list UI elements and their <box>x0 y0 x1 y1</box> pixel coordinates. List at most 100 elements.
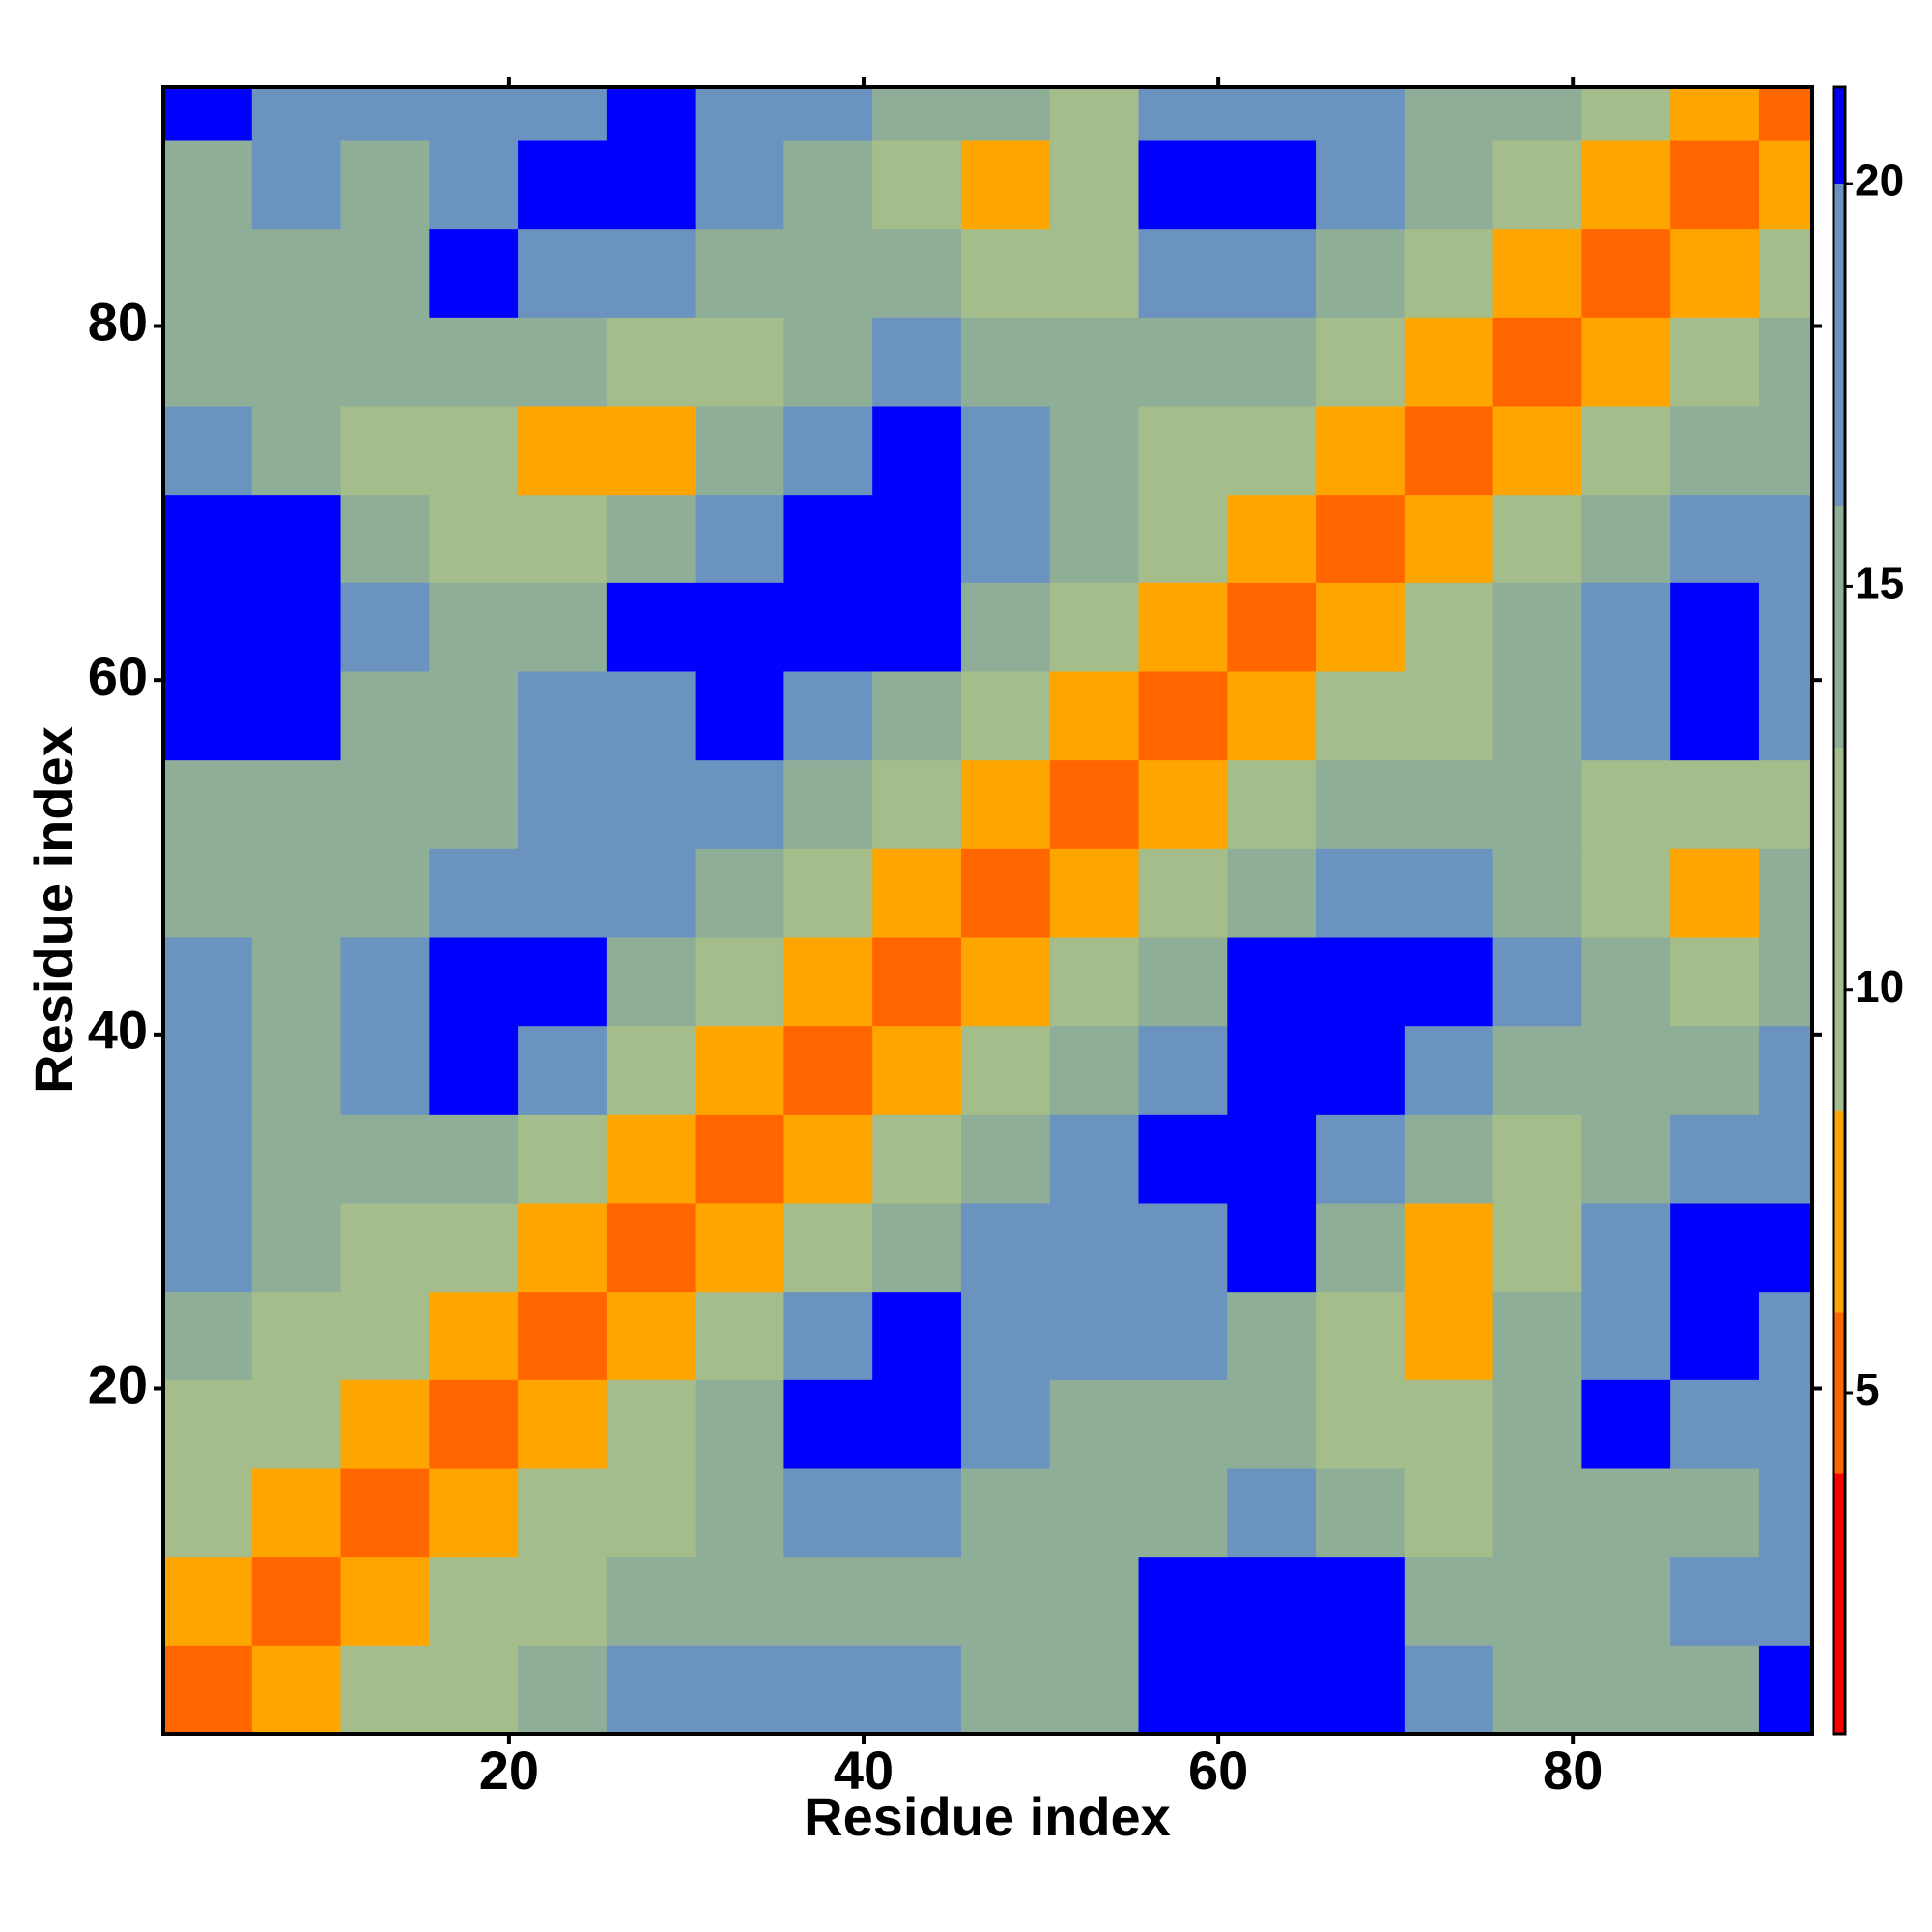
heatmap-cell <box>1316 494 1406 583</box>
heatmap-cell <box>1581 671 1671 761</box>
heatmap-cell <box>783 1468 873 1558</box>
heatmap-cell <box>783 937 873 1027</box>
heatmap-cell <box>1227 1645 1317 1735</box>
heatmap-cell <box>429 494 519 583</box>
colorbar-tick-label: 5 <box>1855 1364 1880 1414</box>
heatmap-cell <box>606 671 696 761</box>
heatmap-cell <box>1138 937 1228 1027</box>
heatmap-cell <box>429 317 519 407</box>
heatmap-cell <box>518 228 608 318</box>
heatmap-cell <box>1316 1203 1406 1293</box>
heatmap-cell <box>960 87 1051 141</box>
y-axis-title: Residue index <box>23 726 84 1094</box>
heatmap-cell <box>783 87 873 141</box>
heatmap-cell <box>1049 671 1140 761</box>
heatmap-cell <box>429 406 519 496</box>
heatmap-cell <box>1316 1025 1406 1115</box>
heatmap-cell <box>695 937 784 1027</box>
heatmap-cell <box>1758 671 1813 761</box>
heatmap-cell <box>1492 1379 1582 1469</box>
heatmap-cell <box>340 1468 430 1558</box>
colorbar-segment <box>1833 748 1845 1111</box>
heatmap-cell <box>163 1291 253 1380</box>
heatmap-cell <box>783 1291 873 1380</box>
heatmap-cell <box>1404 1645 1494 1735</box>
heatmap-cell <box>1581 87 1671 141</box>
heatmap-cell <box>340 1114 430 1204</box>
heatmap-cell <box>960 317 1051 407</box>
heatmap-cell <box>695 494 784 583</box>
heatmap-cell <box>518 317 608 407</box>
heatmap-cell <box>1758 494 1813 583</box>
heatmap-cell <box>163 317 253 407</box>
heatmap-cell <box>251 1203 342 1293</box>
heatmap-cell <box>872 317 962 407</box>
heatmap-cell <box>1492 1556 1582 1646</box>
heatmap-cell <box>1049 848 1140 938</box>
heatmap-cell <box>1670 1645 1760 1735</box>
heatmap-cell <box>1492 494 1582 583</box>
heatmap-cell <box>606 1645 696 1735</box>
heatmap-cell <box>1227 759 1317 849</box>
heatmap-cell <box>1227 1025 1317 1115</box>
heatmap-cell <box>1316 848 1406 938</box>
heatmap-cell <box>606 1025 696 1115</box>
heatmap-cell <box>251 1025 342 1115</box>
heatmap-cell <box>1492 937 1582 1027</box>
colorbar-segment <box>1833 1312 1845 1474</box>
heatmap-cell <box>1670 671 1760 761</box>
heatmap-cell <box>251 228 342 318</box>
heatmap-cell <box>340 759 430 849</box>
heatmap-cell <box>340 406 430 496</box>
heatmap-cell <box>1049 1203 1140 1293</box>
colorbar-tick-label: 10 <box>1855 961 1904 1011</box>
colorbar-frame <box>1832 85 1847 1736</box>
heatmap-cell <box>518 1025 608 1115</box>
heatmap-cell <box>340 1025 430 1115</box>
y-tick-label: 20 <box>88 1353 148 1414</box>
heatmap-cell <box>251 87 342 141</box>
plot-frame <box>161 85 1814 1736</box>
heatmap-cell <box>340 937 430 1027</box>
y-tick-label: 40 <box>88 1000 148 1061</box>
heatmap-cell <box>1670 1291 1760 1380</box>
heatmap-cell <box>1138 494 1228 583</box>
heatmap-cell <box>695 1114 784 1204</box>
heatmap-cell <box>1758 1291 1813 1380</box>
heatmap-cell <box>960 848 1051 938</box>
heatmap-cell <box>340 848 430 938</box>
heatmap-cell <box>340 1645 430 1735</box>
heatmap-cell <box>1670 140 1760 230</box>
heatmap-cell <box>1758 1203 1813 1293</box>
heatmap-cell <box>518 937 608 1027</box>
heatmap-cell <box>163 1025 253 1115</box>
heatmap-cell <box>1758 87 1813 141</box>
heatmap-cell <box>872 582 962 672</box>
heatmap-cell <box>340 1556 430 1646</box>
heatmap-cell <box>1758 1556 1813 1646</box>
heatmap-cell <box>1670 582 1760 672</box>
heatmap-cell <box>1138 228 1228 318</box>
heatmap-cell <box>1316 406 1406 496</box>
heatmap-cell <box>518 848 608 938</box>
heatmap-cell <box>960 1203 1051 1293</box>
colorbar-tick-label: 15 <box>1855 558 1904 609</box>
colorbar-segment <box>1833 184 1845 506</box>
heatmap-cell <box>1138 1203 1228 1293</box>
heatmap-cell <box>429 582 519 672</box>
heatmap-cell <box>1138 1114 1228 1204</box>
heatmap-cell <box>1758 1025 1813 1115</box>
heatmap-cell <box>1138 140 1228 230</box>
heatmap-cell <box>783 1203 873 1293</box>
heatmap-cell <box>518 1203 608 1293</box>
x-tick-label: 20 <box>479 1740 539 1801</box>
heatmap-cell <box>1581 1203 1671 1293</box>
heatmap-cell <box>872 1114 962 1204</box>
heatmap-cell <box>872 937 962 1027</box>
heatmap-cell <box>783 140 873 230</box>
heatmap-cell <box>872 1025 962 1115</box>
heatmap-cell <box>518 1556 608 1646</box>
heatmap-cell <box>606 317 696 407</box>
heatmap-cell <box>960 759 1051 849</box>
heatmap-cell <box>872 1556 962 1646</box>
